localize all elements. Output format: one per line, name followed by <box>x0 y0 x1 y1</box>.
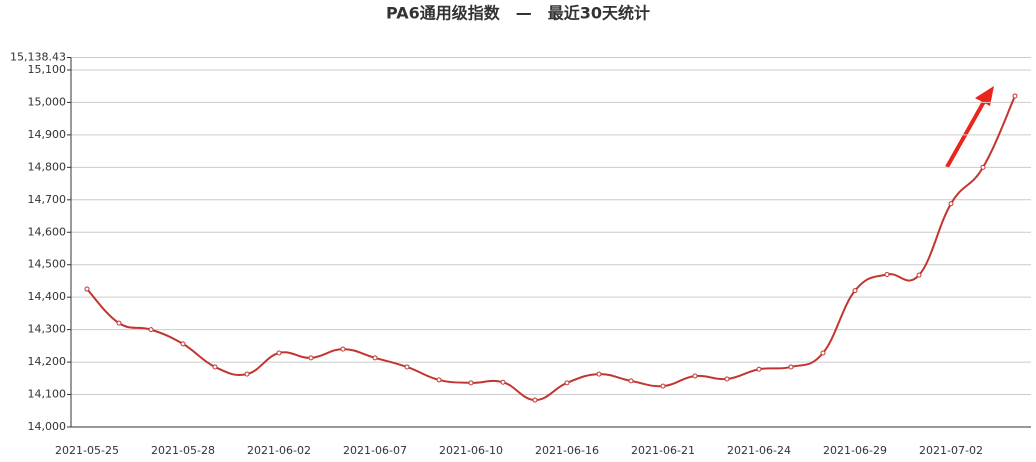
data-point <box>116 320 122 326</box>
y-tick-label: 14,600 <box>28 225 67 238</box>
x-tick-label: 2021-06-24 <box>727 444 791 457</box>
data-point <box>500 379 506 385</box>
data-point <box>180 341 186 347</box>
data-point <box>852 288 858 294</box>
data-point <box>628 378 634 384</box>
y-tick-label: 14,400 <box>28 290 67 303</box>
y-tick-label: 15,000 <box>28 95 67 108</box>
y-tick-label: 14,200 <box>28 355 67 368</box>
data-point <box>372 355 378 361</box>
data-point <box>980 164 986 170</box>
x-tick-label: 2021-05-25 <box>55 444 119 457</box>
data-point <box>660 383 666 389</box>
data-point <box>916 272 922 278</box>
y-tick-label: 14,900 <box>28 128 67 141</box>
y-tick-label: 14,000 <box>28 420 67 433</box>
data-point <box>596 371 602 377</box>
y-tick-label: 15,100 <box>28 63 67 76</box>
x-tick-label: 2021-06-07 <box>343 444 407 457</box>
data-point <box>948 201 954 207</box>
x-tick-label: 2021-06-29 <box>823 444 887 457</box>
y-tick-label: 14,300 <box>28 323 67 336</box>
data-point <box>340 346 346 352</box>
x-tick-label: 2021-05-28 <box>151 444 215 457</box>
data-point <box>244 371 250 377</box>
data-point <box>692 373 698 379</box>
data-point <box>788 364 794 370</box>
data-point <box>884 271 890 277</box>
data-point <box>724 376 730 382</box>
y-tick-label: 14,800 <box>28 160 67 173</box>
data-point <box>468 380 474 386</box>
x-tick-label: 2021-06-10 <box>439 444 503 457</box>
x-tick-label: 2021-06-02 <box>247 444 311 457</box>
data-point <box>84 286 90 292</box>
y-tick-label: 14,700 <box>28 193 67 206</box>
x-tick-label: 2021-07-02 <box>919 444 983 457</box>
data-point <box>436 377 442 383</box>
x-tick-label: 2021-06-21 <box>631 444 695 457</box>
data-point <box>756 366 762 372</box>
y-tick-label: 14,500 <box>28 258 67 271</box>
data-point <box>532 397 538 403</box>
series-line <box>86 95 1016 402</box>
data-point <box>404 364 410 370</box>
x-tick-label: 2021-06-16 <box>535 444 599 457</box>
data-point <box>820 350 826 356</box>
y-tick-label: 15,138.43 <box>10 51 66 64</box>
data-point <box>148 327 154 333</box>
data-point <box>308 355 314 361</box>
data-point <box>276 350 282 356</box>
trend-arrow <box>945 86 994 168</box>
data-point <box>564 380 570 386</box>
chart-title: PA6通用级指数 — 最近30天统计 <box>386 4 650 23</box>
data-point <box>1012 93 1018 99</box>
y-tick-label: 14,100 <box>28 388 67 401</box>
data-point <box>212 364 218 370</box>
